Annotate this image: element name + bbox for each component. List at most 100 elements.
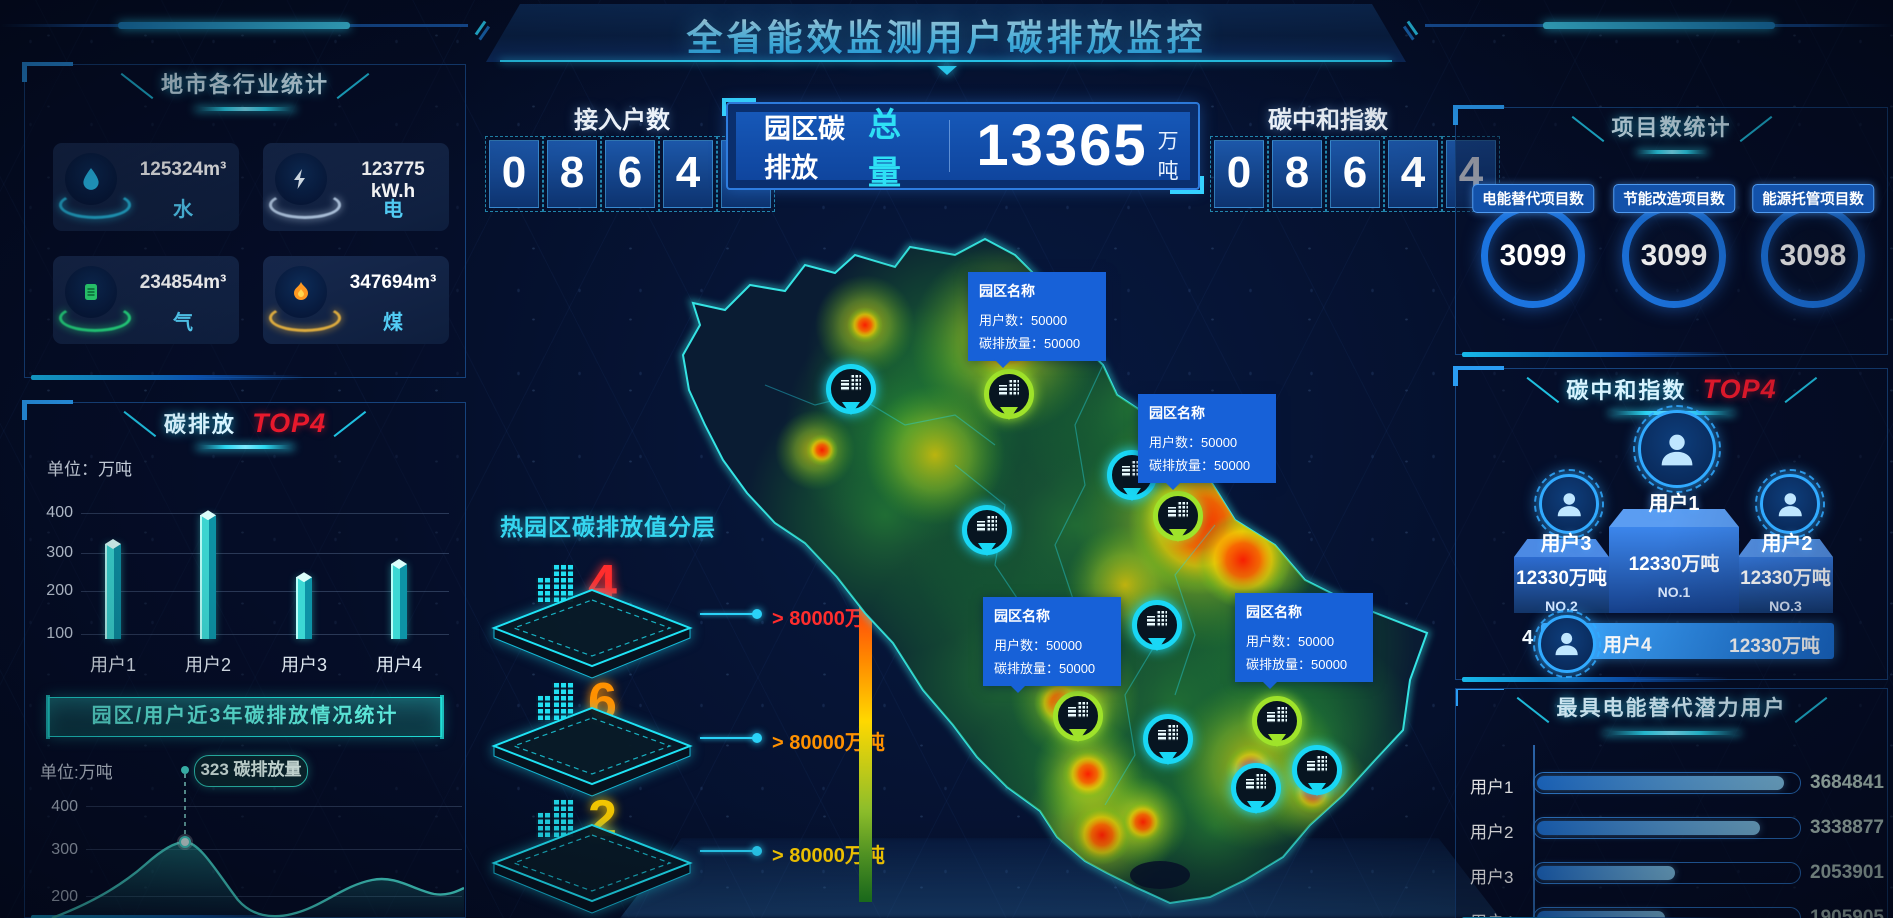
potential-bar-track [1533,862,1801,884]
access-digit: 0 [485,136,543,212]
industry-stats-title-text: 地市各行业统计 [160,72,330,97]
potential-bar-fill [1537,866,1676,880]
potential-user-label: 用户4 [1470,908,1513,918]
podium-rank: NO.1 [1657,584,1691,600]
map-pin[interactable] [1292,745,1342,795]
building-icon [976,516,998,532]
industry-stats-panel: 地市各行业统计 125324m³ 水 123775 kW.h 电 234 [22,62,466,380]
map-pin[interactable] [1053,691,1103,741]
title-underline [194,107,296,111]
podium-user-second: 用户3 [1540,533,1592,555]
tooltip-users-value: 50000 [1201,435,1238,450]
title-underline [1635,150,1708,154]
tooltip-emission-value: 50000 [1059,661,1096,676]
tooltip-emission: 碳排放量：50000 [994,658,1110,677]
tooltip-users: 用户数：50000 [994,635,1110,654]
project-count-circle: 3099 [1481,204,1585,308]
neutral-top4-panel: 碳中和指数 TOP4 用户1 用户3 用户2 12330万吨 NO.2 1233… [1453,366,1888,682]
title-slant-right [1784,376,1818,404]
tooltip-users-value: 50000 [1031,313,1068,328]
building-icon [1306,756,1328,772]
x-label: 用户4 [375,655,422,675]
map-pin[interactable] [962,505,1012,555]
map-tooltip: 园区名称 用户数：50000 碳排放量：50000 [1138,394,1276,490]
potential-bar-track [1533,817,1801,839]
trend-marker-tooltip: 323 碳排放量 [194,755,308,787]
total-emission-unit: 万吨 [1157,130,1179,183]
title-slant-right [1739,115,1772,143]
potential-row: 用户2 3338877 [1456,812,1887,846]
map-pin[interactable] [1231,763,1281,813]
project-pill: 节能改造项目数 [1613,184,1735,213]
icon-ring [59,191,131,219]
y-tick: 200 [46,582,73,599]
neutrality-digit: 8 [1268,136,1326,212]
tooltip-users-label: 用户数： [1246,634,1299,649]
potential-users-title: 最具电能替代潜力用户 [1516,693,1827,735]
title-underline [1602,731,1741,735]
tooltip-park-name: 园区名称 [979,283,1035,299]
title-slant-left [1516,696,1549,724]
total-emission-accent: 总量 [867,106,901,191]
tooltip-users: 用户数：50000 [979,310,1095,329]
map-pin[interactable] [1252,696,1302,746]
stat-card-label: 水 [173,199,193,221]
fourth-rank-index: 4 [1522,627,1534,649]
access-digit: 4 [659,136,717,212]
tooltip-emission-value: 50000 [1044,336,1081,351]
x-label: 用户1 [89,655,136,675]
map-tooltip: 园区名称 用户数：50000 碳排放量：50000 [983,597,1121,693]
stat-card-label: 电 [383,199,403,221]
potential-row: 用户1 3684841 [1456,767,1887,801]
potential-users-panel: 最具电能替代潜力用户 用户1 3684841 用户2 3338877 用户3 2… [1455,688,1888,918]
project-stats-title: 项目数统计 [1571,112,1772,154]
total-emission-value: 13365 [976,113,1148,178]
person-icon [1557,492,1581,516]
neutral-top4-accent: TOP4 [1702,374,1777,404]
page-title: 全省能效监测用户碳排放监控 [0,9,1893,61]
tooltip-users-label: 用户数： [994,638,1047,653]
stat-card-electricity: 123775 kW.h 电 [263,143,449,231]
neutral-top4-title: 碳中和指数 TOP4 [1525,373,1818,415]
three-year-stats-button[interactable]: 园区/用户近3年碳排放情况统计 [46,695,444,739]
map-pin[interactable] [1143,714,1193,764]
potential-value: 2053901 [1810,862,1884,883]
neutrality-digit: 4 [1384,136,1442,212]
building-icon [1067,702,1089,718]
industry-stats-title: 地市各行业统计 [120,69,370,111]
map-pin[interactable] [1132,600,1182,650]
potential-row: 用户3 2053901 [1456,857,1887,891]
potential-bar-fill [1537,776,1785,790]
stat-card-coal: 347694m³ 煤 [263,256,449,344]
title-slant-left [1525,376,1559,404]
potential-row: 用户4 1905905 [1456,902,1887,918]
potential-user-label: 用户2 [1470,823,1514,842]
person-icon [1778,492,1802,516]
bar-user1 [105,544,121,639]
building-icon [1146,611,1168,627]
tooltip-users-value: 50000 [1046,638,1083,653]
tooltip-emission: 碳排放量：50000 [1246,654,1362,673]
project-pill: 能源托管项目数 [1752,184,1874,213]
tooltip-users-value: 50000 [1298,634,1335,649]
tooltip-park-name: 园区名称 [1149,405,1205,421]
neutrality-count-label: 碳中和指数 [1268,107,1388,134]
tooltip-emission-label: 碳排放量： [1246,657,1312,672]
bar-user4 [391,564,407,639]
map-pin[interactable] [826,364,876,414]
tooltip-users: 用户数：50000 [1246,631,1362,650]
stat-card-water: 125324m³ 水 [53,143,239,231]
x-label: 用户2 [184,655,231,675]
user-avatar-first [1633,405,1721,493]
access-digit: 8 [543,136,601,212]
user-avatar-fourth [1533,610,1601,678]
bar-user2 [200,515,216,639]
access-count-label: 接入户数 [574,107,670,134]
title-slant-right [336,72,370,100]
title-slant-left [1571,115,1604,143]
podium-block-first: 12330万吨 NO.1 [1609,509,1739,613]
podium-value: 12330万吨 [1516,568,1607,589]
tooltip-emission-value: 50000 [1311,657,1348,672]
icon-ring [59,304,131,332]
stat-card-value: 347694m³ [349,272,437,293]
